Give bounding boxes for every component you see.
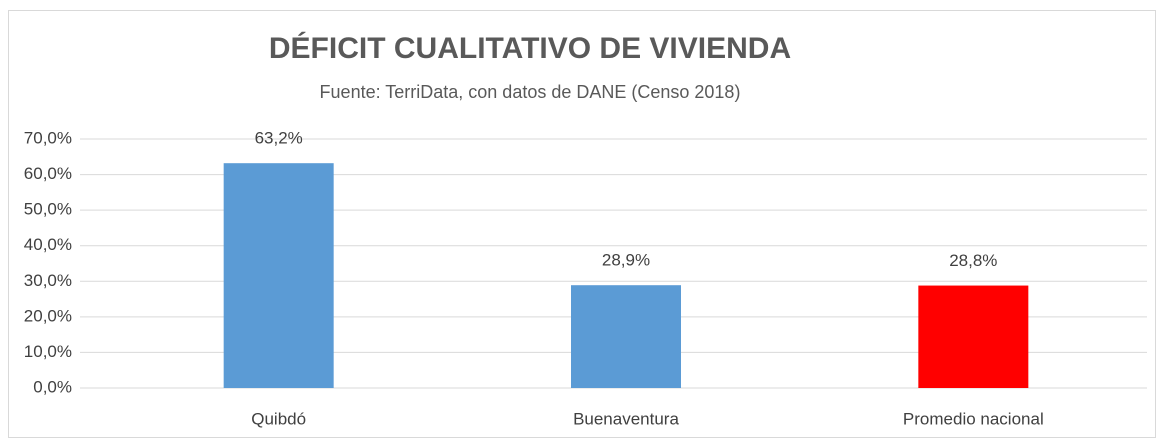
bar bbox=[223, 163, 334, 388]
y-tick-label: 50,0% bbox=[24, 200, 72, 219]
bar bbox=[571, 285, 681, 388]
x-tick-label: Promedio nacional bbox=[903, 409, 1044, 428]
y-tick-label: 0,0% bbox=[33, 377, 72, 396]
y-tick-label: 20,0% bbox=[24, 306, 72, 325]
chart-subtitle: Fuente: TerriData, con datos de DANE (Ce… bbox=[320, 82, 741, 102]
data-label: 28,9% bbox=[602, 251, 650, 270]
y-tick-label: 10,0% bbox=[24, 342, 72, 361]
chart-title: DÉFICIT CUALITATIVO DE VIVIENDA bbox=[269, 31, 791, 65]
data-label: 28,8% bbox=[949, 251, 997, 270]
data-label: 63,2% bbox=[255, 129, 303, 148]
y-tick-label: 30,0% bbox=[24, 271, 72, 290]
y-tick-label: 40,0% bbox=[24, 235, 72, 254]
x-tick-label: Quibdó bbox=[251, 409, 306, 428]
bar bbox=[918, 285, 1029, 388]
y-tick-label: 70,0% bbox=[24, 128, 72, 147]
x-tick-label: Buenaventura bbox=[573, 409, 679, 428]
y-tick-label: 60,0% bbox=[24, 164, 72, 183]
